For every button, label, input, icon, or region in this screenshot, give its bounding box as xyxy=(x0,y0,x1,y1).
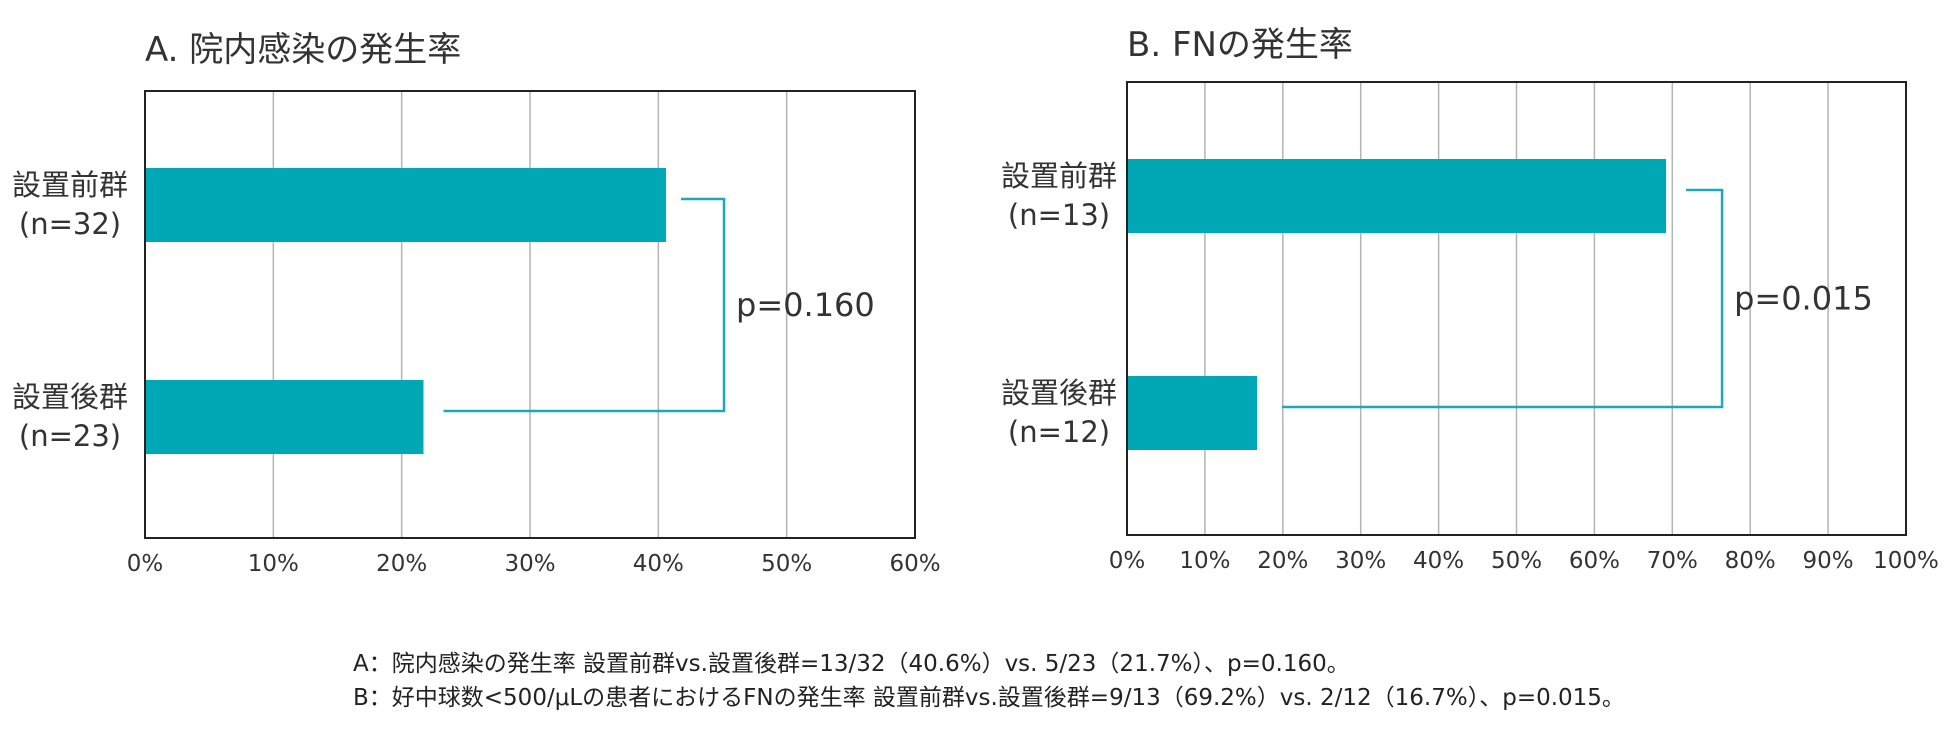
chart-a-xtick-label: 50% xyxy=(761,551,812,577)
caption-b: B：好中球数<500/μLの患者におけるFNの発生率 設置前群vs.設置後群=9… xyxy=(353,685,1625,711)
chart-a-bar-1 xyxy=(145,168,667,242)
chart-a: A. 院内感染の発生率 0% 10% 20% 30% 40% 50% 60% 設置前群 (n=32… xyxy=(12,30,941,577)
chart-b-xtick-label: 70% xyxy=(1647,548,1698,574)
chart-a-xtick-label: 30% xyxy=(504,551,555,577)
chart-a-xtick-label: 0% xyxy=(127,551,164,577)
chart-b-xtick-label: 60% xyxy=(1569,548,1620,574)
chart-a-category-label: 設置後群 xyxy=(12,380,128,414)
chart-b-p-value: p=0.015 xyxy=(1734,280,1873,318)
chart-b-plot-frame xyxy=(1126,81,1907,536)
chart-b-category-label: 設置前群 xyxy=(1001,159,1117,193)
chart-b-category-n: (n=12) xyxy=(1008,415,1110,449)
chart-b: B. FNの発生率 0% 10% 20% 30% 40% 50% 60% 70% 80% 90% 10… xyxy=(1001,25,1939,574)
chart-a-xtick-label: 60% xyxy=(889,551,940,577)
chart-a-category-label: 設置前群 xyxy=(12,168,128,202)
caption-a: A：院内感染の発生率 設置前群vs.設置後群=13/32（40.6%）vs. 5… xyxy=(353,651,1350,677)
chart-a-xtick-label: 40% xyxy=(633,551,684,577)
chart-a-title: A. 院内感染の発生率 xyxy=(145,30,461,70)
chart-a-xtick-label: 20% xyxy=(376,551,427,577)
chart-b-xtick-label: 100% xyxy=(1873,548,1939,574)
chart-b-xtick-label: 40% xyxy=(1413,548,1464,574)
chart-b-bar-1 xyxy=(1127,159,1667,233)
chart-b-category-n: (n=13) xyxy=(1008,198,1110,232)
chart-b-xtick-label: 10% xyxy=(1179,548,1230,574)
chart-b-xtick-label: 80% xyxy=(1725,548,1776,574)
chart-a-category-n: (n=32) xyxy=(19,207,121,241)
chart-b-xtick-label: 90% xyxy=(1803,548,1854,574)
chart-b-category-label: 設置後群 xyxy=(1001,376,1117,410)
chart-a-plot-frame xyxy=(144,90,916,539)
chart-b-xtick-label: 30% xyxy=(1335,548,1386,574)
chart-b-significance-bracket xyxy=(1282,188,1724,409)
chart-b-xtick-label: 50% xyxy=(1491,548,1542,574)
chart-a-xtick-label: 10% xyxy=(248,551,299,577)
chart-a-category-n: (n=23) xyxy=(19,419,121,453)
chart-b-xtick-label: 0% xyxy=(1109,548,1146,574)
chart-a-significance-bracket xyxy=(443,197,726,413)
chart-b-title: B. FNの発生率 xyxy=(1127,25,1353,65)
chart-b-xtick-label: 20% xyxy=(1257,548,1308,574)
chart-b-bar-2 xyxy=(1127,376,1258,450)
chart-a-p-value: p=0.160 xyxy=(736,286,875,324)
chart-a-bar-2 xyxy=(145,380,424,454)
